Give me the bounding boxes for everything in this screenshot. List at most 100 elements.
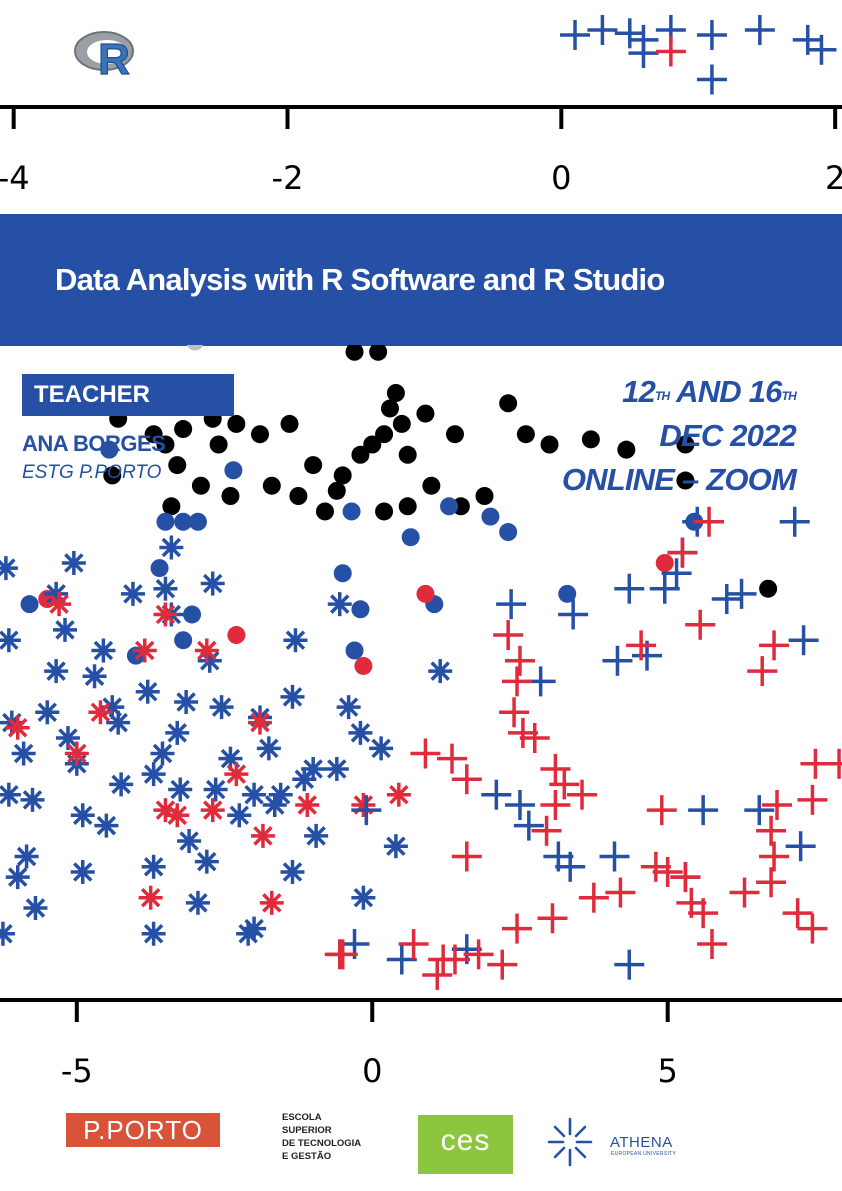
main-plot-red-star-point (132, 638, 157, 663)
main-plot-red-plus-point (422, 959, 453, 990)
main-plot-blue-star-point (44, 659, 69, 684)
main-plot-black-dot-point (162, 497, 181, 516)
main-plot-blue-star-point (141, 854, 166, 879)
top-plot-x-tick-label: 2 (825, 159, 842, 197)
course-dates: 12TH AND 16TH DEC 2022 ONLINE – ZOOM (562, 370, 797, 502)
main-plot-black-dot-point (345, 345, 364, 361)
main-plot-black-dot-point (416, 404, 435, 423)
main-plot-blue-star-point (327, 592, 352, 617)
main-plot-red-plus-point (652, 856, 683, 887)
main-plot-red-plus-point (756, 815, 787, 846)
top-plot-blue-plus-point (744, 15, 775, 45)
top-plot-blue-plus-point (560, 19, 591, 50)
main-plot-x-tick-label: 5 (658, 1052, 678, 1090)
main-plot-blue-plus-point (504, 790, 535, 820)
main-plot-red-plus-point (747, 656, 778, 687)
main-plot-black-dot-point (250, 425, 269, 444)
main-plot-red-plus-point (797, 784, 828, 815)
main-plot-red-plus-point (694, 506, 725, 537)
main-plot-red-dot-point (354, 656, 373, 675)
teacher-institution: ESTG P.PORTO (22, 462, 162, 483)
main-plot-blue-dot-point (345, 641, 364, 660)
main-plot-blue-dot-point (224, 461, 243, 480)
ces-logo: ces (418, 1115, 513, 1174)
top-plot-blue-plus-point (587, 15, 618, 45)
main-plot-blue-plus-point (599, 841, 630, 872)
main-plot-blue-star-point (324, 756, 349, 781)
main-plot-red-plus-point (499, 697, 530, 728)
main-plot-x-tick-label: -5 (61, 1052, 93, 1090)
main-plot-red-dot-point (416, 584, 435, 603)
main-plot-red-plus-point (502, 666, 533, 697)
main-plot-blue-plus-point (351, 795, 382, 826)
main-plot-blue-plus-point (726, 578, 757, 609)
main-plot-blue-star-point (185, 890, 210, 915)
main-plot-blue-plus-point (513, 810, 544, 841)
top-plot-blue-plus-point (628, 38, 659, 69)
main-plot-red-plus-point (762, 790, 793, 820)
main-plot-red-star-point (88, 700, 113, 725)
main-plot-black-dot-point (398, 497, 417, 516)
main-plot-blue-star-point (153, 576, 178, 601)
main-plot-red-plus-point (519, 723, 550, 754)
main-plot-blue-star-point (20, 787, 45, 812)
main-plot-blue-star-point (283, 628, 308, 653)
main-plot-red-plus-point (398, 929, 429, 960)
main-plot-black-dot-point (315, 502, 334, 521)
main-plot-black-dot-point (262, 476, 281, 495)
main-plot-blue-dot-point (333, 564, 352, 583)
main-plot-red-plus-point (640, 851, 671, 882)
main-plot-blue-star-point (280, 859, 305, 884)
main-plot-black-dot-point (422, 476, 441, 495)
main-scatter-plot: -5 0 5 (0, 345, 842, 1090)
main-plot-blue-star-point (304, 823, 329, 848)
main-plot-red-plus-point (531, 815, 562, 846)
main-plot-red-plus-point (697, 929, 728, 960)
main-plot-red-plus-point (782, 898, 813, 929)
main-plot-red-plus-point (578, 882, 609, 913)
main-plot-blue-star-point (256, 736, 281, 761)
main-plot-blue-star-point (52, 617, 77, 642)
main-plot-black-dot-point (475, 487, 494, 505)
main-plot-blue-star-point (348, 720, 373, 745)
main-plot-blue-plus-point (614, 573, 645, 604)
main-plot-black-dot-point (581, 430, 600, 449)
main-plot-black-dot-point (676, 435, 695, 454)
main-plot-blue-star-point (141, 762, 166, 787)
main-plot-red-plus-point (324, 939, 355, 970)
main-plot-red-plus-point (451, 764, 482, 795)
main-plot-blue-star-point (11, 741, 36, 766)
main-plot-blue-star-point (141, 921, 166, 946)
main-plot-black-dot-point (174, 420, 193, 439)
title-banner (0, 214, 842, 346)
main-plot-black-dot-point (221, 487, 240, 505)
main-plot-red-star-point (259, 890, 284, 915)
day-two: 16 (748, 374, 783, 409)
main-plot-red-star-point (250, 823, 275, 848)
course-month-year: DEC 2022 (659, 418, 796, 453)
main-plot-blue-dot-point (351, 600, 370, 619)
day-one-suffix: TH (655, 389, 670, 403)
main-plot-red-plus-point (507, 717, 538, 748)
athena-logo-subtitle: EUROPEAN UNIVERSITY (611, 1151, 677, 1157)
main-plot-black-dot-point (759, 579, 778, 598)
main-plot-red-plus-point (502, 913, 533, 944)
top-plot-red-plus-point (655, 36, 686, 67)
main-plot-blue-star-point (336, 695, 361, 720)
main-plot-red-plus-point (567, 779, 598, 810)
pporto-logo: P.PORTO (66, 1113, 220, 1147)
teacher-name: ANA BORGES (22, 431, 166, 456)
main-plot-blue-star-point (428, 659, 453, 684)
main-plot-blue-plus-point (496, 589, 527, 620)
main-plot-blue-star-point (242, 782, 267, 807)
athena-logo-text: ATHENA (610, 1134, 673, 1151)
main-plot-blue-dot-point (156, 512, 175, 531)
main-plot-blue-plus-point (661, 558, 692, 589)
top-plot-blue-plus-point (614, 18, 645, 49)
main-plot-black-dot-point (676, 471, 695, 490)
main-plot-black-dot-point (375, 502, 394, 521)
main-plot-blue-star-point (150, 741, 175, 766)
main-plot-red-plus-point (437, 743, 468, 774)
main-plot-red-plus-point (685, 609, 716, 640)
main-plot-black-dot-point (304, 456, 323, 475)
